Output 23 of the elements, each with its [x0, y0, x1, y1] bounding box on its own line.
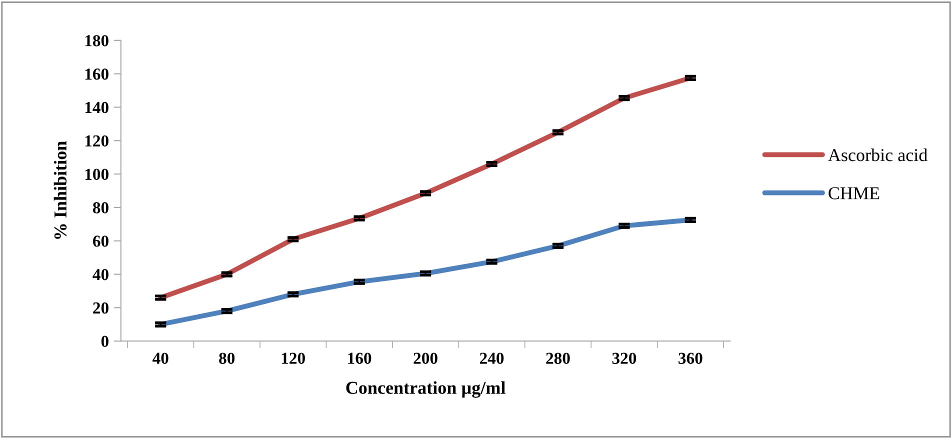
legend-label: Ascorbic acid [828, 148, 928, 162]
x-tick-label: 360 [678, 352, 702, 364]
y-axis-title: % Inhibition [54, 141, 67, 239]
x-tick-label: 160 [348, 352, 372, 364]
x-tick-label: 200 [414, 352, 438, 364]
y-tick-label: 80 [92, 202, 108, 214]
x-tick-label: 120 [282, 352, 305, 364]
x-tick-label: 240 [480, 352, 504, 364]
x-tick-label: 280 [546, 352, 570, 364]
y-tick-label: 60 [93, 236, 108, 247]
y-tick-label: 100 [85, 168, 108, 180]
x-tick-label: 40 [152, 352, 168, 364]
y-tick-label: 140 [85, 102, 108, 114]
x-tick-label: 80 [219, 352, 235, 364]
y-tick-label: 20 [93, 302, 108, 314]
x-tick-label: 320 [612, 352, 636, 364]
legend-label: CHME [828, 187, 880, 200]
y-tick-label: 160 [85, 68, 108, 80]
y-tick-label: 180 [85, 35, 108, 46]
y-tick-label: 0 [101, 336, 108, 348]
x-axis-title: Concentration µg/ml [346, 381, 506, 398]
y-tick-label: 40 [92, 268, 108, 280]
y-tick-label: 120 [85, 135, 108, 147]
